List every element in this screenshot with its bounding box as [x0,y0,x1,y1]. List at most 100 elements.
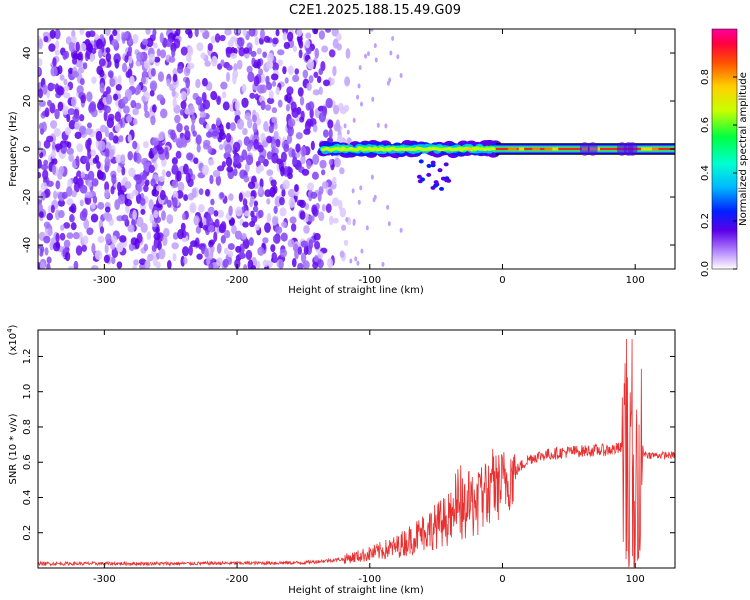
noise-speckle [72,232,80,240]
noise-speckle [94,154,100,164]
noise-speckle [384,123,388,129]
noise-speckle [131,218,136,227]
noise-speckle [175,29,181,37]
noise-speckle [176,170,182,182]
noise-speckle [75,155,80,167]
noise-speckle [322,129,329,138]
noise-speckle [386,80,390,86]
noise-speckle [234,109,241,117]
noise-speckle [258,186,264,195]
noise-speckle [180,46,188,56]
noise-speckle [118,135,124,143]
noise-speckle [162,235,168,247]
noise-speckle [321,181,329,189]
noise-speckle [42,84,48,95]
noise-speckle [216,257,223,267]
noise-speckle [217,209,224,218]
noise-speckle [155,227,160,234]
noise-speckle [115,154,123,164]
noise-speckle [280,165,285,177]
noise-speckle [222,101,230,111]
noise-speckle [277,59,283,66]
y-tick-label: 0.6 [22,454,33,470]
noise-speckle [310,140,315,151]
noise-speckle [166,199,172,208]
noise-speckle [111,39,118,47]
noise-speckle [341,224,347,231]
noise-speckle [270,179,277,187]
colorbar-tick-label: 0.6 [700,117,711,133]
noise-speckle [328,159,333,166]
noise-speckle [43,235,51,244]
noise-speckle [53,190,58,200]
noise-speckle [278,259,284,269]
noise-speckle [59,232,66,241]
noise-speckle [85,127,93,136]
noise-speckle [247,259,254,269]
noise-speckle [145,29,151,35]
noise-speckle [202,224,209,231]
noise-speckle [242,221,249,228]
noise-speckle [208,239,215,246]
noise-speckle [207,145,213,154]
noise-speckle [110,242,116,250]
noise-speckle [256,58,261,70]
noise-speckle [247,47,253,55]
noise-speckle [158,131,166,141]
noise-speckle [244,162,250,173]
signal-puff [627,142,638,156]
noise-speckle [328,128,333,140]
noise-speckle [299,96,305,106]
noise-speckle [297,246,303,255]
noise-speckle [309,107,314,119]
noise-speckle [277,49,285,56]
noise-speckle [265,75,270,85]
y-tick-label: 0 [22,146,33,152]
noise-speckle [218,123,224,133]
noise-speckle [161,210,166,221]
noise-speckle [71,70,80,78]
noise-speckle [49,241,54,251]
noise-speckle [283,41,291,50]
noise-speckle [272,216,279,226]
noise-speckle [55,144,60,153]
noise-speckle [98,48,103,59]
noise-speckle [143,60,151,70]
noise-speckle [283,143,290,153]
noise-speckle [266,135,273,144]
y-tick-label: -20 [22,189,33,205]
snr-x-ticks: -300 -200 -100 0 100 [93,330,645,585]
noise-speckle [298,49,303,59]
noise-speckle [82,155,90,163]
noise-speckle [294,184,299,193]
noise-speckle [287,239,295,248]
noise-speckle [128,167,136,178]
noise-speckle [183,256,188,265]
noise-speckle [96,65,104,76]
noise-speckle [121,166,126,176]
noise-speckle [104,156,111,167]
noise-speckle [320,169,326,176]
colorbar-ticks: 0.0 0.2 0.4 0.6 0.8 [700,69,737,277]
noise-speckle [85,161,91,172]
noise-speckle [51,149,56,160]
noise-speckle [327,258,334,269]
noise-speckle [271,116,278,123]
noise-speckle [253,200,259,207]
noise-speckle [146,231,152,241]
noise-speckle [187,46,194,56]
colorbar-tick-label: 0.4 [700,165,711,181]
noise-speckle [319,159,327,169]
noise-speckle [121,214,129,222]
noise-speckle [277,99,283,108]
noise-speckle [242,127,248,136]
noise-speckle [281,221,287,228]
noise-speckle [144,179,150,187]
signal-blob [433,180,439,185]
noise-speckle [204,60,211,67]
noise-speckle [253,138,259,150]
noise-speckle [223,230,231,239]
noise-speckle [188,245,193,256]
noise-speckle [273,130,279,140]
noise-speckle [339,207,346,218]
